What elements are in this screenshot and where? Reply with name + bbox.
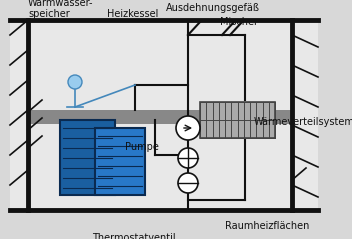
Bar <box>10 18 318 213</box>
Bar <box>95 128 145 195</box>
Circle shape <box>68 75 82 89</box>
Text: Thermostatventil: Thermostatventil <box>92 233 176 239</box>
Circle shape <box>176 116 200 140</box>
Circle shape <box>178 173 198 193</box>
Text: Warmwasser-
speicher: Warmwasser- speicher <box>28 0 94 19</box>
Bar <box>28 110 292 124</box>
Bar <box>200 102 275 138</box>
Text: Heizkessel: Heizkessel <box>107 9 159 19</box>
Text: Ausdehnungsgefäß: Ausdehnungsgefäß <box>165 3 259 13</box>
Bar <box>60 120 115 195</box>
Circle shape <box>178 148 198 168</box>
Text: Raumheizflächen: Raumheizflächen <box>225 221 310 231</box>
Text: Pumpe: Pumpe <box>125 142 159 152</box>
Text: Wärmeverteilsystem: Wärmeverteilsystem <box>253 117 352 127</box>
Text: Mischer: Mischer <box>220 17 258 27</box>
